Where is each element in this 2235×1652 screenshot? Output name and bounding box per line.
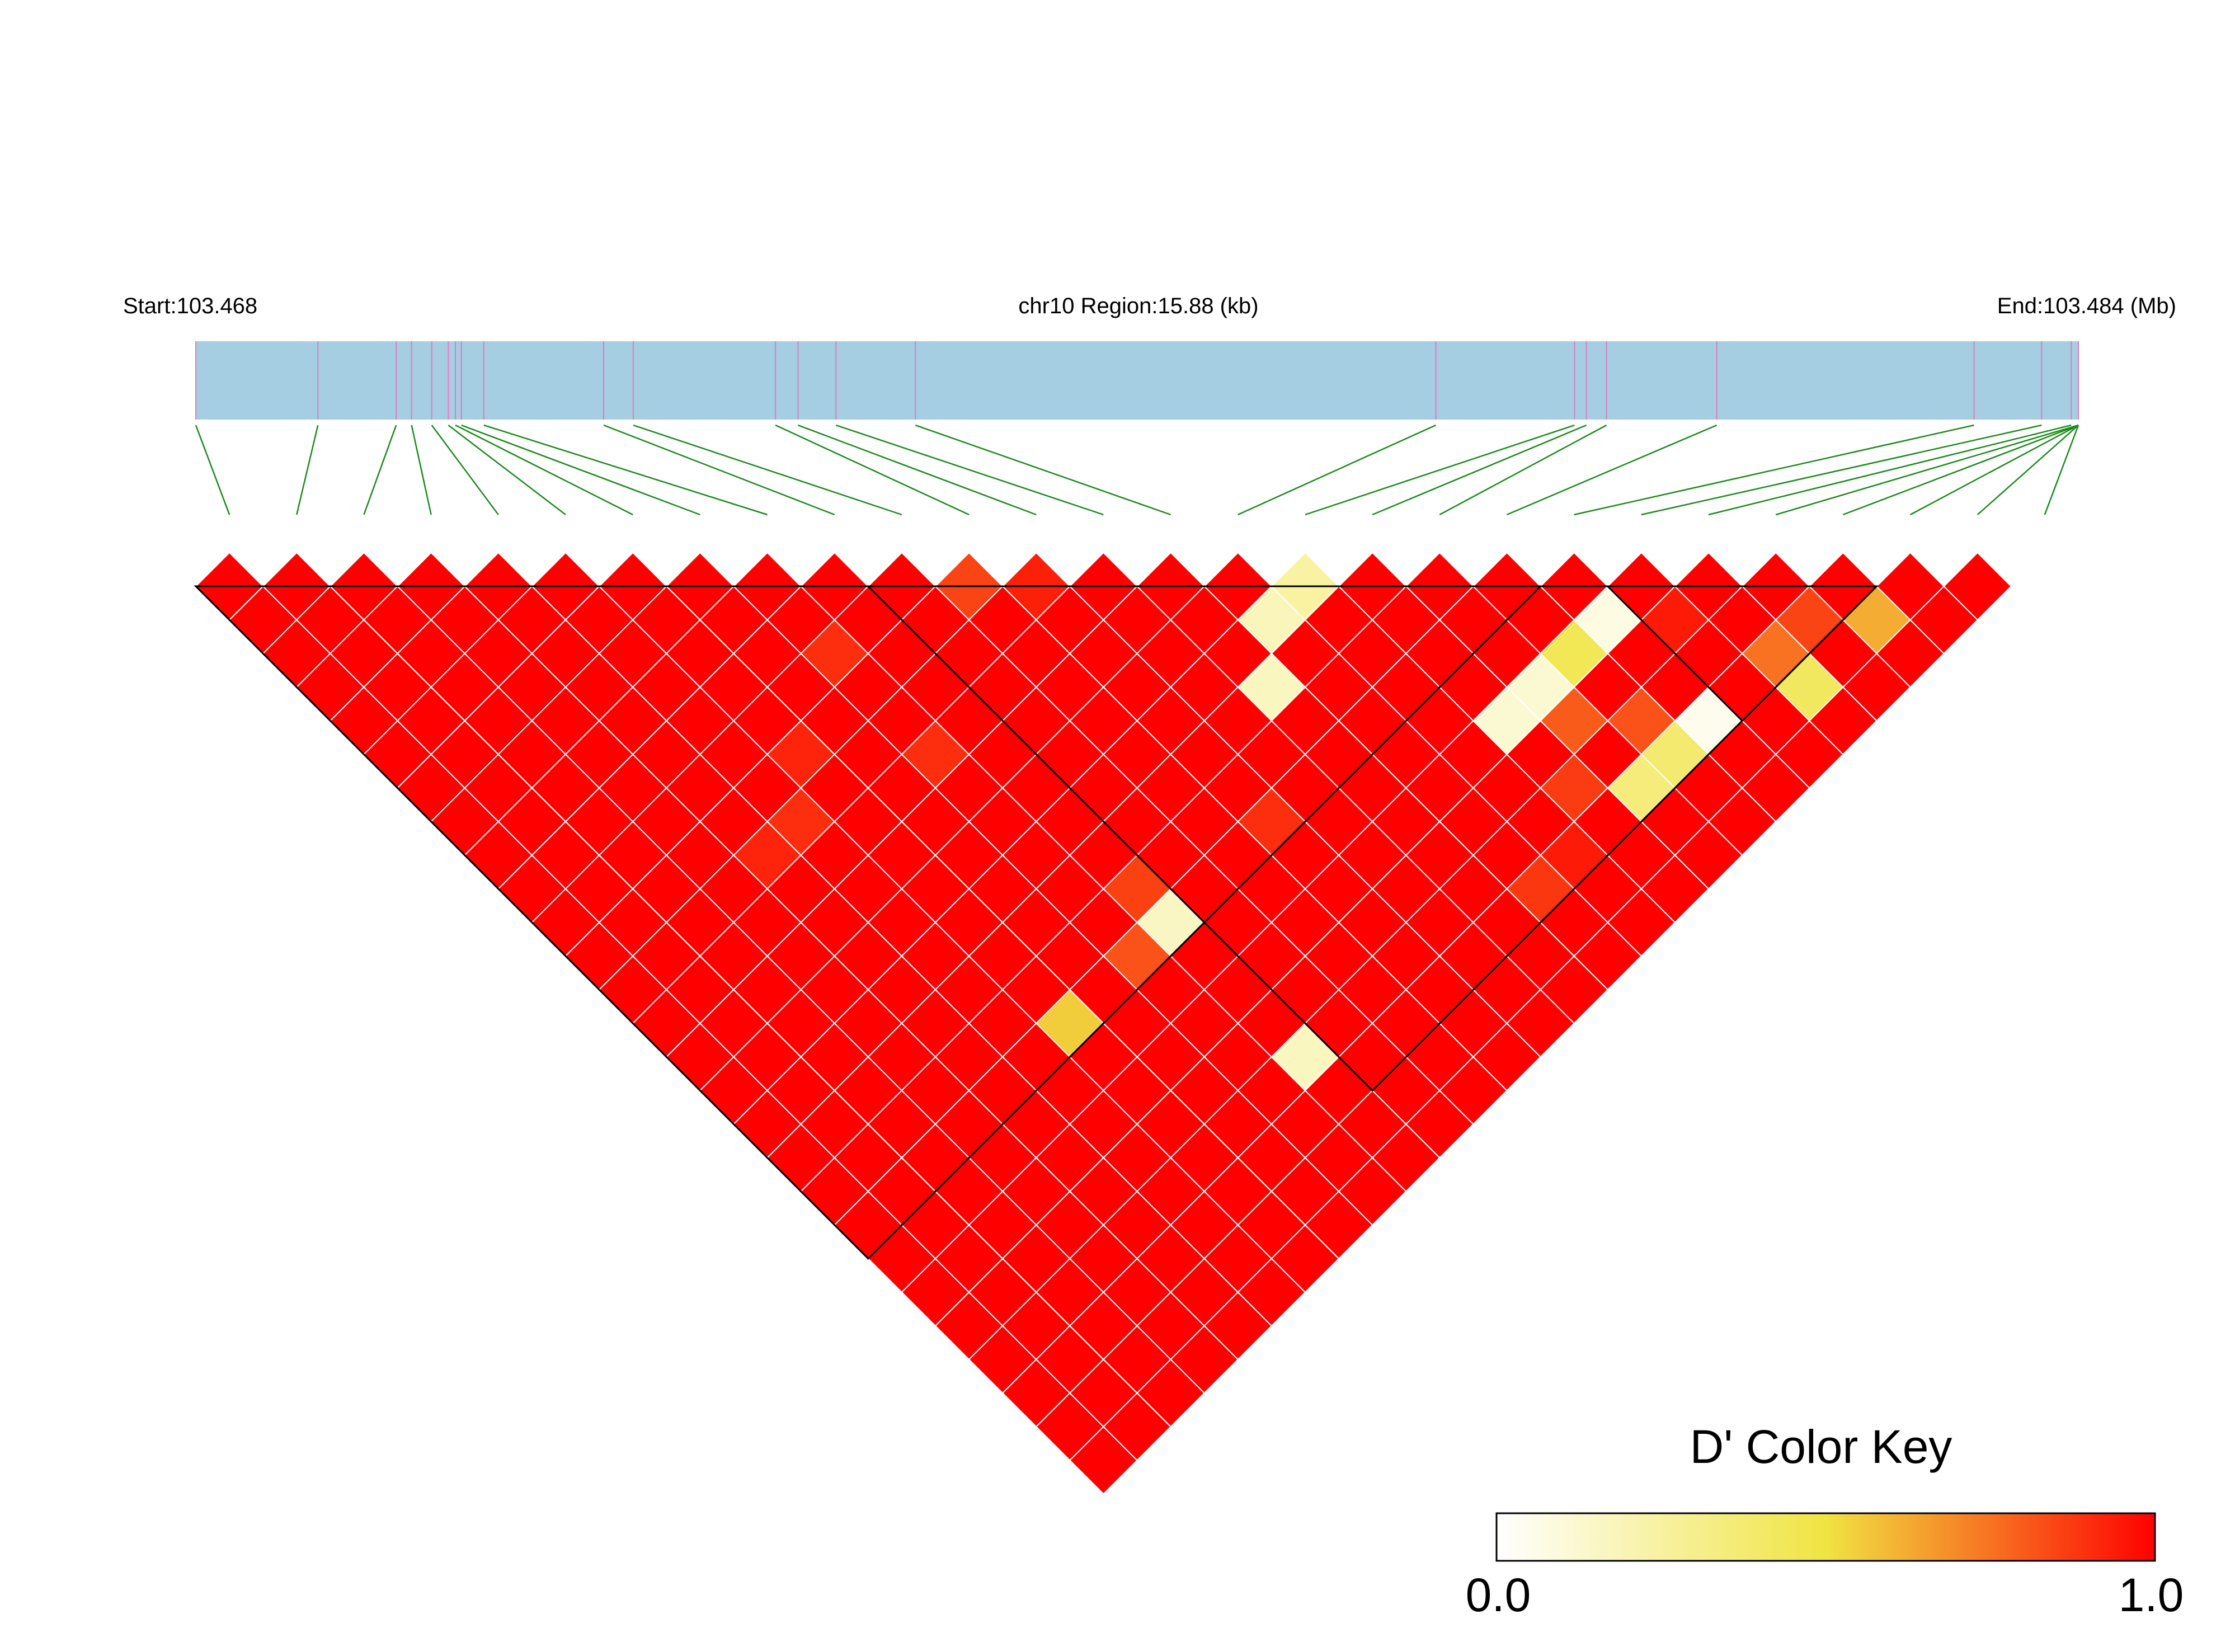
snp-connector xyxy=(448,425,566,515)
ld-block-outline xyxy=(866,585,1879,1092)
ld-block-outline xyxy=(1606,585,1879,722)
ld-block-outlines xyxy=(194,585,1879,1260)
snp-ticks xyxy=(195,341,2079,420)
snp-connector xyxy=(363,425,397,515)
region-bar xyxy=(196,341,2078,420)
snp-connector xyxy=(1574,424,1974,516)
snp-connector xyxy=(2044,425,2079,515)
snp-connector xyxy=(1238,424,1437,516)
snp-connector xyxy=(296,425,319,515)
start-label: Start:103.468 xyxy=(123,294,257,318)
region-label: chr10 Region:15.88 (kb) xyxy=(1018,294,1258,318)
snp-connector xyxy=(411,425,432,515)
color-key: D' Color Key 0.0 1.0 xyxy=(1466,1420,2184,1621)
snp-connector xyxy=(1506,424,1718,516)
snp-connector xyxy=(915,424,1171,516)
snp-connector xyxy=(835,424,1104,516)
snp-connector xyxy=(1909,424,2079,516)
snp-connector xyxy=(1977,425,2079,515)
ld-cells xyxy=(195,552,2012,1495)
snp-connector xyxy=(603,424,835,516)
color-key-bar xyxy=(1495,1512,2156,1562)
snp-connector xyxy=(195,425,230,515)
snp-connector xyxy=(633,424,902,516)
snp-connector xyxy=(1641,424,2042,516)
snp-connector xyxy=(775,424,970,516)
ld-cell xyxy=(1943,552,2012,621)
color-key-min-label: 0.0 xyxy=(1466,1569,1531,1621)
snp-connector xyxy=(431,425,499,515)
snp-connector xyxy=(1842,424,2079,516)
color-key-title: D' Color Key xyxy=(1690,1420,1952,1473)
snp-connector xyxy=(1372,424,1587,516)
end-label: End:103.484 (Mb) xyxy=(1997,294,2176,318)
snp-connectors xyxy=(195,424,2079,516)
snp-connector xyxy=(455,424,633,516)
snp-connector xyxy=(461,424,700,516)
snp-connector xyxy=(483,424,768,516)
snp-connector xyxy=(1708,424,2072,516)
snp-connector xyxy=(1439,424,1607,516)
color-key-max-label: 1.0 xyxy=(2119,1569,2184,1621)
snp-connector xyxy=(1775,424,2079,516)
snp-connector xyxy=(798,424,1037,516)
snp-connector xyxy=(1305,424,1575,516)
